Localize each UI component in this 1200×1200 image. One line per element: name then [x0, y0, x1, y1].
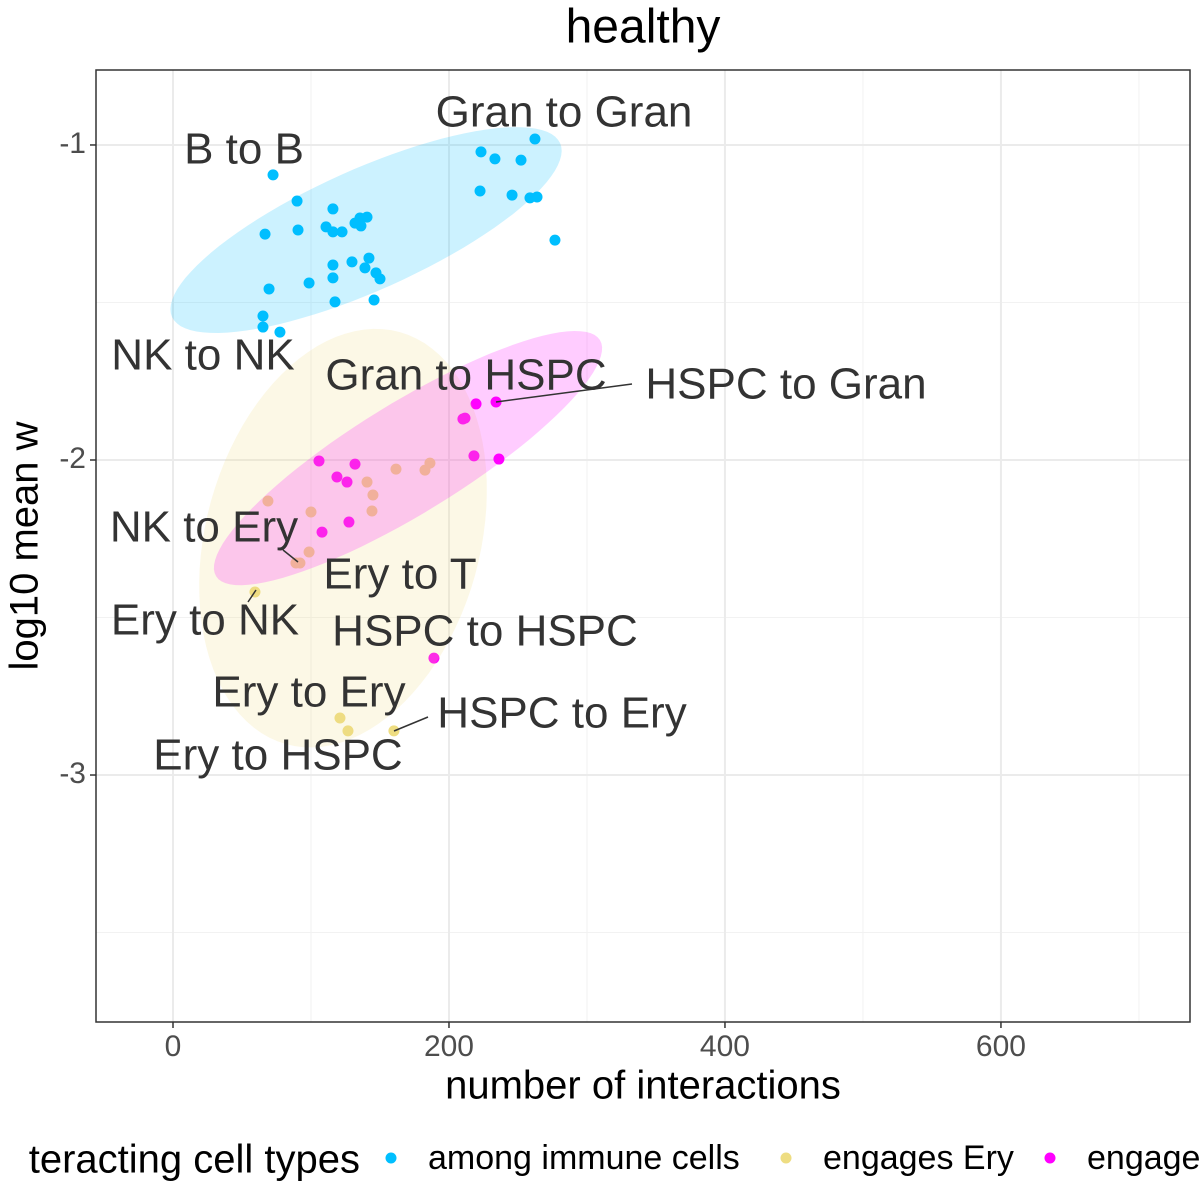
point: [259, 228, 271, 240]
point: [343, 516, 355, 528]
point: [327, 272, 339, 284]
point: [274, 326, 286, 338]
point: [341, 476, 353, 488]
chart-title: healthy: [566, 1, 721, 54]
point: [468, 450, 480, 462]
point-label: Ery to T: [323, 550, 476, 599]
point: [361, 211, 373, 223]
point: [493, 453, 505, 465]
point: [367, 489, 379, 501]
point: [290, 557, 302, 569]
point: [366, 505, 378, 517]
point-label: NK to NK: [111, 331, 294, 380]
point: [257, 321, 269, 333]
point: [515, 154, 527, 166]
legend-label: among immune cells: [428, 1139, 740, 1177]
point: [346, 256, 358, 268]
point: [368, 294, 380, 306]
x-tick-label: 200: [424, 1030, 474, 1063]
point: [327, 259, 339, 271]
point: [316, 526, 328, 538]
point: [359, 262, 371, 274]
point: [349, 458, 361, 470]
point: [331, 471, 343, 483]
point: [549, 234, 561, 246]
point: [336, 226, 348, 238]
x-tick-label: 400: [700, 1030, 750, 1063]
ellipse: [213, 331, 603, 586]
point: [303, 277, 315, 289]
point: [489, 153, 501, 165]
point: [388, 725, 400, 737]
legend-swatch: [780, 1152, 792, 1164]
point: [529, 133, 541, 145]
ellipse: [199, 328, 487, 748]
point-label: Ery to Ery: [212, 668, 405, 717]
point: [262, 495, 274, 507]
point: [428, 652, 440, 664]
point: [292, 224, 304, 236]
point: [342, 725, 354, 737]
legend-label: engages Ery: [823, 1139, 1014, 1177]
point: [267, 169, 279, 181]
point-label: Ery to HSPC: [153, 731, 402, 780]
y-tick-label: -3: [59, 757, 86, 790]
point: [361, 476, 373, 488]
legend-title: teracting cell types: [29, 1138, 360, 1182]
point: [291, 195, 303, 207]
point-label: HSPC to HSPC: [332, 607, 638, 656]
leader-line: [495, 383, 633, 403]
leader-line: [393, 716, 429, 732]
legend-swatch: [1044, 1152, 1056, 1164]
x-tick-label: 0: [165, 1030, 182, 1063]
point: [355, 220, 367, 232]
point: [363, 252, 375, 264]
point: [257, 310, 269, 322]
point: [313, 455, 325, 467]
point: [470, 398, 482, 410]
point: [506, 189, 518, 201]
point: [303, 546, 315, 558]
point-label: NK to Ery: [110, 503, 298, 552]
legend-label: engage: [1087, 1139, 1200, 1177]
x-axis-title: number of interactions: [445, 1064, 841, 1108]
point-label: Gran to HSPC: [325, 351, 606, 400]
leader-line: [282, 549, 299, 563]
ellipse: [170, 127, 562, 333]
point-label: HSPC to Gran: [645, 360, 926, 409]
point: [305, 506, 317, 518]
point: [474, 185, 486, 197]
y-axis-title: log10 mean w: [3, 421, 47, 670]
point: [334, 712, 346, 724]
point: [327, 203, 339, 215]
panel-border: [95, 69, 1191, 1023]
x-tick-label: 600: [976, 1030, 1026, 1063]
point: [390, 463, 402, 475]
point-label: HSPC to Ery: [437, 689, 686, 738]
point-label: Gran to Gran: [436, 88, 693, 137]
point: [374, 273, 386, 285]
point: [475, 146, 487, 158]
leader-line: [247, 589, 257, 603]
point: [329, 296, 341, 308]
y-tick-label: -1: [59, 127, 86, 160]
point: [531, 191, 543, 203]
legend-swatch: [385, 1152, 397, 1164]
point: [263, 283, 275, 295]
point-label: B to B: [184, 125, 304, 174]
y-tick-label: -2: [59, 442, 86, 475]
point: [424, 457, 436, 469]
point: [457, 413, 469, 425]
point-label: Ery to NK: [111, 596, 299, 645]
point: [327, 226, 339, 238]
